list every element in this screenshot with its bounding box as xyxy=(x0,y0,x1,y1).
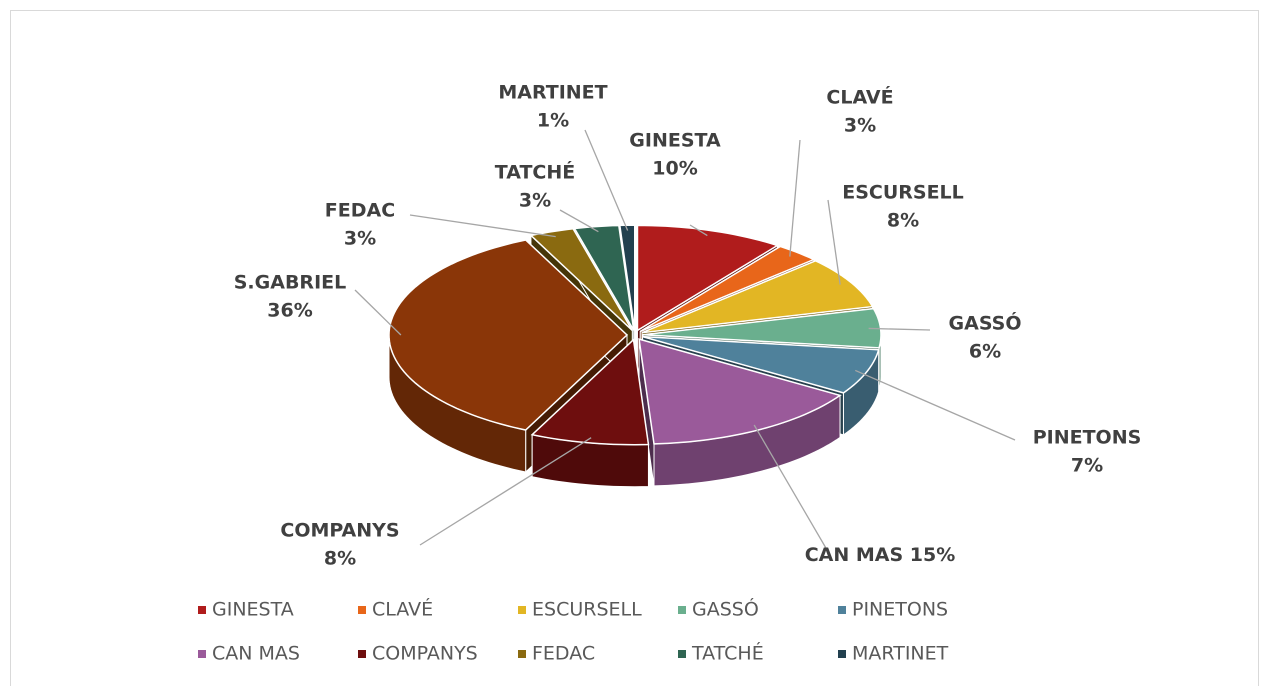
slice-top xyxy=(529,227,633,332)
data-label: CAN MAS 15% xyxy=(805,544,956,566)
leader-line xyxy=(419,437,592,546)
slice-top xyxy=(641,259,874,334)
data-label-value: 10% xyxy=(652,158,697,180)
legend-swatch xyxy=(838,650,846,658)
legend-label: CAN MAS xyxy=(212,643,300,665)
legend-label: TATCHÉ xyxy=(691,642,764,665)
data-label-name: CAN MAS xyxy=(805,544,903,566)
data-label-value: 3% xyxy=(344,228,376,250)
data-label-value: 3% xyxy=(519,190,551,212)
data-label-name: MARTINET xyxy=(498,82,607,104)
pie-slice xyxy=(638,338,842,487)
legend-swatch xyxy=(678,650,686,658)
data-label-name: CLAVÉ xyxy=(826,86,893,109)
slice-top xyxy=(530,338,650,446)
data-label-name: S.GABRIEL xyxy=(234,272,346,294)
leader-line xyxy=(753,424,831,556)
legend-swatch xyxy=(198,606,206,614)
leader-line xyxy=(409,214,556,238)
leader-line xyxy=(584,129,629,231)
legend-swatch xyxy=(198,650,206,658)
leader-line xyxy=(559,209,599,233)
slice-top xyxy=(618,224,636,331)
data-label-value: 8% xyxy=(324,548,356,570)
data-label-value: 15% xyxy=(910,544,955,566)
data-label-value: 8% xyxy=(887,210,919,232)
slice-top xyxy=(573,224,635,331)
leader-line xyxy=(868,327,931,331)
leader-line xyxy=(827,199,841,285)
slice-top xyxy=(642,335,880,394)
data-label-name: ESCURSELL xyxy=(842,182,964,204)
data-label-name: GASSÓ xyxy=(949,311,1022,335)
legend-label: COMPANYS xyxy=(372,643,478,665)
legend-swatch xyxy=(838,606,846,614)
chart-frame xyxy=(10,10,1259,686)
slice-top xyxy=(638,338,842,445)
slice-top xyxy=(636,224,780,332)
data-label-value: 36% xyxy=(267,300,312,322)
legend-label: MARTINET xyxy=(852,643,949,665)
legend-label: ESCURSELL xyxy=(532,599,642,621)
slice-top xyxy=(388,239,629,431)
legend-swatch xyxy=(358,606,366,614)
data-label-value: 7% xyxy=(1071,455,1103,477)
data-label-value: 6% xyxy=(969,341,1001,363)
data-label-name: PINETONS xyxy=(1033,427,1142,449)
pie-slice xyxy=(530,338,650,488)
data-label-name: TATCHÉ xyxy=(495,161,576,184)
leader-line xyxy=(354,289,402,336)
leader-line xyxy=(789,139,801,257)
legend-label: FEDAC xyxy=(532,643,595,665)
legend-label: GINESTA xyxy=(212,599,294,621)
legend-label: GASSÓ xyxy=(692,597,759,621)
legend-swatch xyxy=(678,606,686,614)
data-label-name: FEDAC xyxy=(325,200,395,222)
legend-swatch xyxy=(518,650,526,658)
data-label-name: COMPANYS xyxy=(280,520,399,542)
leader-line xyxy=(689,224,708,237)
legend-swatch xyxy=(518,606,526,614)
legend-label: CLAVÉ xyxy=(372,598,433,621)
legend-label: PINETONS xyxy=(852,599,948,621)
data-label-value: 3% xyxy=(844,115,876,137)
data-label-value: 1% xyxy=(537,110,569,132)
slice-top xyxy=(639,245,816,333)
legend-swatch xyxy=(358,650,366,658)
data-label-name: GINESTA xyxy=(629,130,721,152)
leader-line xyxy=(855,369,1016,441)
